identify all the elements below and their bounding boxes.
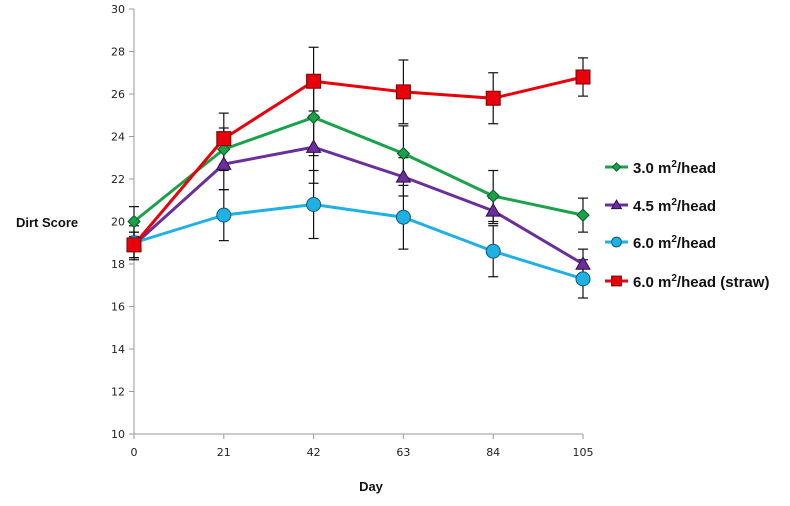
series-markers — [126, 69, 591, 287]
series-1-point — [215, 156, 232, 170]
y-tick-label: 16 — [111, 301, 125, 314]
legend-item: 6.0 m2/head — [605, 234, 716, 252]
y-tick-label: 20 — [111, 216, 125, 229]
legend-label-superscript: 2 — [671, 197, 677, 208]
series-1-point — [485, 202, 502, 217]
x-axis-title: Day — [359, 479, 384, 494]
series-2-point — [395, 209, 411, 225]
legend-label-main: 6.0 m — [633, 235, 671, 252]
series-1-point — [305, 139, 322, 153]
legend-swatch-marker — [610, 199, 623, 210]
legend-label-rest: /head — [677, 235, 716, 252]
series-3-point — [306, 73, 322, 89]
y-tick-label: 26 — [111, 88, 125, 101]
legend-item: 6.0 m2/head (straw) — [605, 273, 769, 291]
series-3-line — [132, 75, 584, 246]
series-3-point — [216, 131, 232, 147]
legend-swatch-marker — [611, 162, 622, 172]
series-3-point — [395, 84, 411, 100]
legend-label-main: 4.5 m — [633, 198, 671, 215]
legend-label-superscript: 2 — [671, 159, 677, 170]
legend-item: 3.0 m2/head — [605, 159, 716, 177]
legend-label: 6.0 m2/head — [633, 234, 716, 252]
legend-label-main: 3.0 m — [633, 160, 671, 177]
y-axis-title: Dirt Score — [16, 215, 78, 230]
series-2-point — [306, 197, 322, 212]
y-tick-label: 18 — [111, 258, 125, 271]
series-0-point — [486, 189, 500, 203]
series-1-point — [575, 255, 591, 270]
x-tick-label: 0 — [131, 446, 138, 459]
series-0-point — [217, 142, 231, 156]
series-3-point — [126, 237, 142, 253]
y-tick-label: 30 — [111, 3, 125, 16]
legend-label-main: 6.0 m — [633, 274, 671, 291]
series-2-line — [133, 203, 584, 281]
legend-label-superscript: 2 — [671, 273, 677, 284]
legend-swatch-marker — [611, 275, 622, 287]
x-tick-label: 84 — [486, 446, 500, 459]
legend-label-rest: /head — [677, 160, 716, 177]
y-tick-label: 22 — [111, 173, 125, 186]
series-lines — [132, 75, 584, 281]
x-tick-label: 42 — [307, 446, 321, 459]
legend-label: 4.5 m2/head — [633, 197, 716, 215]
y-tick-label: 24 — [111, 131, 125, 144]
series-3-point — [575, 69, 591, 85]
y-tick-label: 28 — [111, 46, 125, 59]
y-tick-label: 10 — [111, 428, 125, 441]
legend-swatch-marker — [611, 236, 622, 248]
series-0-line — [133, 115, 584, 223]
legend-label-superscript: 2 — [671, 234, 677, 245]
x-tick-label: 63 — [396, 446, 410, 459]
legend-label-rest: /head — [677, 198, 716, 215]
x-tick-label: 21 — [217, 446, 231, 459]
series-2-point — [485, 243, 501, 259]
series-2-point — [216, 207, 232, 223]
legend-label: 6.0 m2/head (straw) — [633, 273, 769, 291]
series-3-point — [485, 90, 501, 106]
series-0-point — [127, 214, 141, 229]
series-1-point — [395, 168, 412, 183]
series-2-point — [575, 271, 591, 287]
legend-label-rest: /head (straw) — [677, 274, 770, 291]
series-1-line — [132, 145, 584, 266]
series-0-point — [576, 208, 590, 222]
y-tick-label: 12 — [111, 386, 125, 399]
x-tick-label: 105 — [573, 446, 594, 459]
legend-item: 4.5 m2/head — [605, 197, 716, 215]
axes: 10 12 14 16 18 20 22 24 26 28 30 0 21 42 63 84 105 — [111, 3, 594, 459]
legend-label: 3.0 m2/head — [633, 159, 716, 177]
y-tick-label: 14 — [111, 343, 125, 356]
series-0-point — [306, 110, 321, 125]
series-0-point — [396, 146, 411, 161]
